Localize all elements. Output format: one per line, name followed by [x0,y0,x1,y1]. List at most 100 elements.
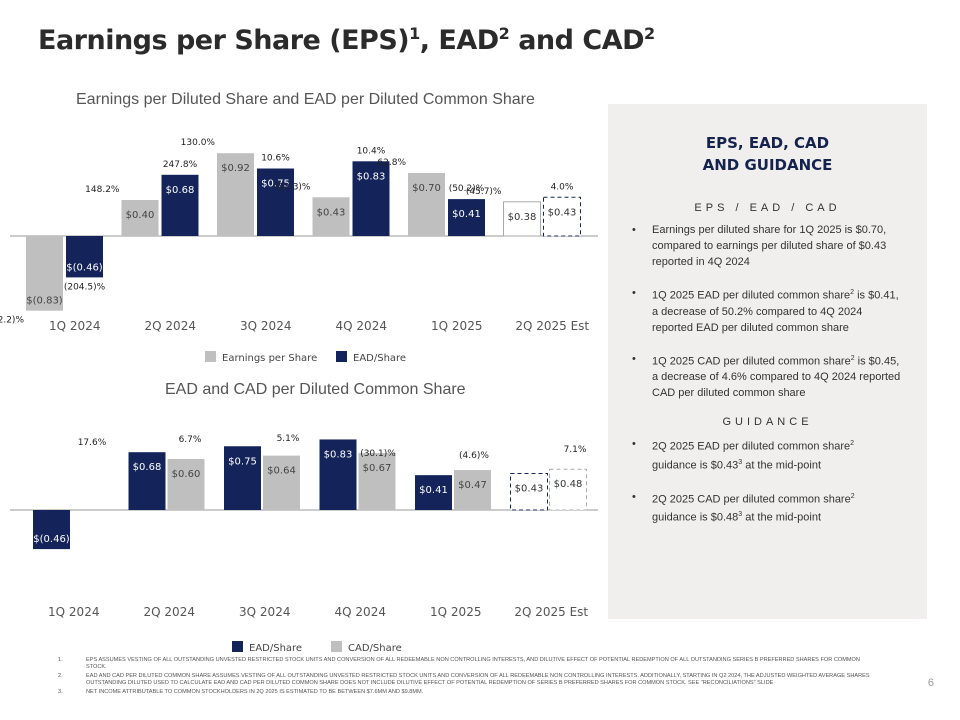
legend-swatch-ead [336,351,347,362]
ead-change-label: 10.6% [261,154,290,164]
x-tick-label: 4Q 2024 [335,605,386,619]
eps-value-label: $(0.83) [26,296,63,307]
eps-value-label: $0.70 [412,183,441,194]
cad-value-label: $0.60 [172,469,201,480]
ead-change-label: (50.2)% [449,184,485,194]
footnote: 1. EPS ASSUMES VESTING OF ALL OUTSTANDING… [58,657,860,671]
footnote: 2. EAD AND CAD PER DILUTED COMMON SHARE A… [58,672,870,687]
section-guidance: GUIDANCE [722,416,813,429]
legend-label-eps: Earnings per Share [222,353,317,364]
bullet-ead: 1Q 2025 EAD per diluted common share2 is… [632,285,901,336]
ead-bar [319,439,357,510]
eps-value-label: $0.43 [317,207,346,218]
cad-bar [167,459,205,510]
ead-value-label: $(0.46) [66,262,103,273]
ead-bar [161,174,199,236]
eps-bar [503,201,541,237]
eps-change-label: (45.7)% [466,187,502,197]
x-tick-label: 3Q 2024 [239,605,290,619]
ead-value-label: $0.43 [515,483,544,494]
ead-change-label: 247.8% [163,160,198,170]
ead-bar [415,475,452,510]
ead-bar [66,236,103,278]
x-tick-label: 1Q 2024 [49,319,100,333]
eps-change-label: (212.2)% [0,316,24,326]
footnotes: 1. EPS ASSUMES VESTING OF ALL OUTSTANDING… [58,657,878,697]
eps-bar [312,197,350,236]
bullet-list-guidance: 2Q 2025 EAD per diluted common share2 gu… [608,436,927,526]
eps-ead-chart: $(0.83)(212.2)% $(0.46) (204.5)% 1Q 2024 $0.… [0,138,598,364]
bullet-eps: Earnings per diluted share for 1Q 2025 i… [632,222,901,270]
panel-heading: EPS, EAD, CAD AND GUIDANCE [702,134,833,174]
ead-change-label: 10.4% [357,146,386,156]
bullet-cad: 1Q 2025 CAD per diluted common share2 is… [632,351,901,402]
cad-value-label: $0.48 [554,479,583,490]
page-number: 6 [927,677,934,689]
bullet-ead-guidance: 2Q 2025 EAD per diluted common share2 gu… [632,436,901,473]
eps-change-label: 148.2% [85,185,120,195]
ead-value-label: $(0.46) [33,534,70,545]
legend-label-ead: EAD/Share [249,643,302,654]
cad-change-label: 7.1% [564,445,587,455]
ead-value-label: $0.75 [261,179,290,190]
eps-bar [26,236,63,311]
ead-bar [257,168,294,236]
cad-value-label: $0.64 [267,466,296,477]
eps-change-label: (53.3)% [275,182,311,192]
ead-bar [510,472,548,511]
bullet-cad-guidance: 2Q 2025 CAD per diluted common share2 gu… [632,489,901,526]
ead-value-label: $0.83 [357,171,386,182]
x-tick-label: 4Q 2024 [336,319,387,333]
legend-label-ead: EAD/Share [353,353,406,364]
ead-change-label: 4.0% [551,182,574,192]
x-tick-label: 1Q 2025 [430,605,481,619]
ead-value-label: $0.83 [324,449,353,460]
cad-change-label: 5.1% [277,434,300,444]
ead-value-label: $0.68 [133,462,162,473]
cad-change-label: (4.6)% [459,451,489,461]
cad-change-label: 17.6% [78,438,107,448]
bullet-list-eps: Earnings per diluted share for 1Q 2025 i… [608,222,927,401]
cad-bar [549,468,587,511]
eps-bar [408,173,445,236]
chart2-title: EAD and CAD per Diluted Common Share [165,381,466,398]
section-eps-ead-cad: EPS / EAD / CAD [694,202,841,214]
eps-value-label: $0.38 [508,212,537,223]
legend-swatch-eps [205,351,216,362]
ead-bar [543,196,581,237]
cad-bar [263,455,300,510]
ead-value-label: $0.41 [452,209,481,220]
legend-swatch-ead [232,641,243,652]
chart1-title: Earnings per Diluted Share and EAD per D… [76,91,535,108]
page-title: Earnings per Share (EPS)1, EAD2 and CAD2 [38,24,655,56]
x-tick-label: 1Q 2024 [48,605,99,619]
eps-value-label: $0.40 [126,210,155,221]
ead-value-label: $0.43 [548,207,577,218]
eps-bar [217,153,254,236]
x-tick-label: 2Q 2024 [144,605,195,619]
eps-change-label: 130.0% [181,138,216,148]
ead-bar [224,446,261,510]
legend-swatch-cad [331,641,342,652]
x-tick-label: 1Q 2025 [431,319,482,333]
ead-value-label: $0.41 [419,485,448,496]
ead-bar [33,510,70,550]
cad-change-label: 6.7% [179,435,202,445]
eps-change-label: 62.8% [377,158,406,168]
ead-bar [128,452,166,510]
cad-bar [454,470,491,510]
cad-bar [358,453,396,510]
eps-value-label: $0.92 [221,163,250,174]
ead-value-label: $0.68 [166,185,195,196]
eps-bar [121,200,159,236]
legend-label-cad: CAD/Share [348,643,402,654]
ead-cad-chart: $(0.46) 1Q 2024 $0.68 $0.60 2Q 2024 $0.75 $0.6… [10,434,598,654]
ead-bar [352,161,390,236]
cad-change-label: (30.1)% [360,449,396,459]
x-tick-label: 2Q 2025 Est [515,319,589,333]
cad-value-label: $0.47 [458,480,487,491]
x-tick-label: 3Q 2024 [240,319,291,333]
x-tick-label: 2Q 2025 Est [514,605,588,619]
x-tick-label: 2Q 2024 [145,319,196,333]
cad-value-label: $0.67 [363,463,392,474]
